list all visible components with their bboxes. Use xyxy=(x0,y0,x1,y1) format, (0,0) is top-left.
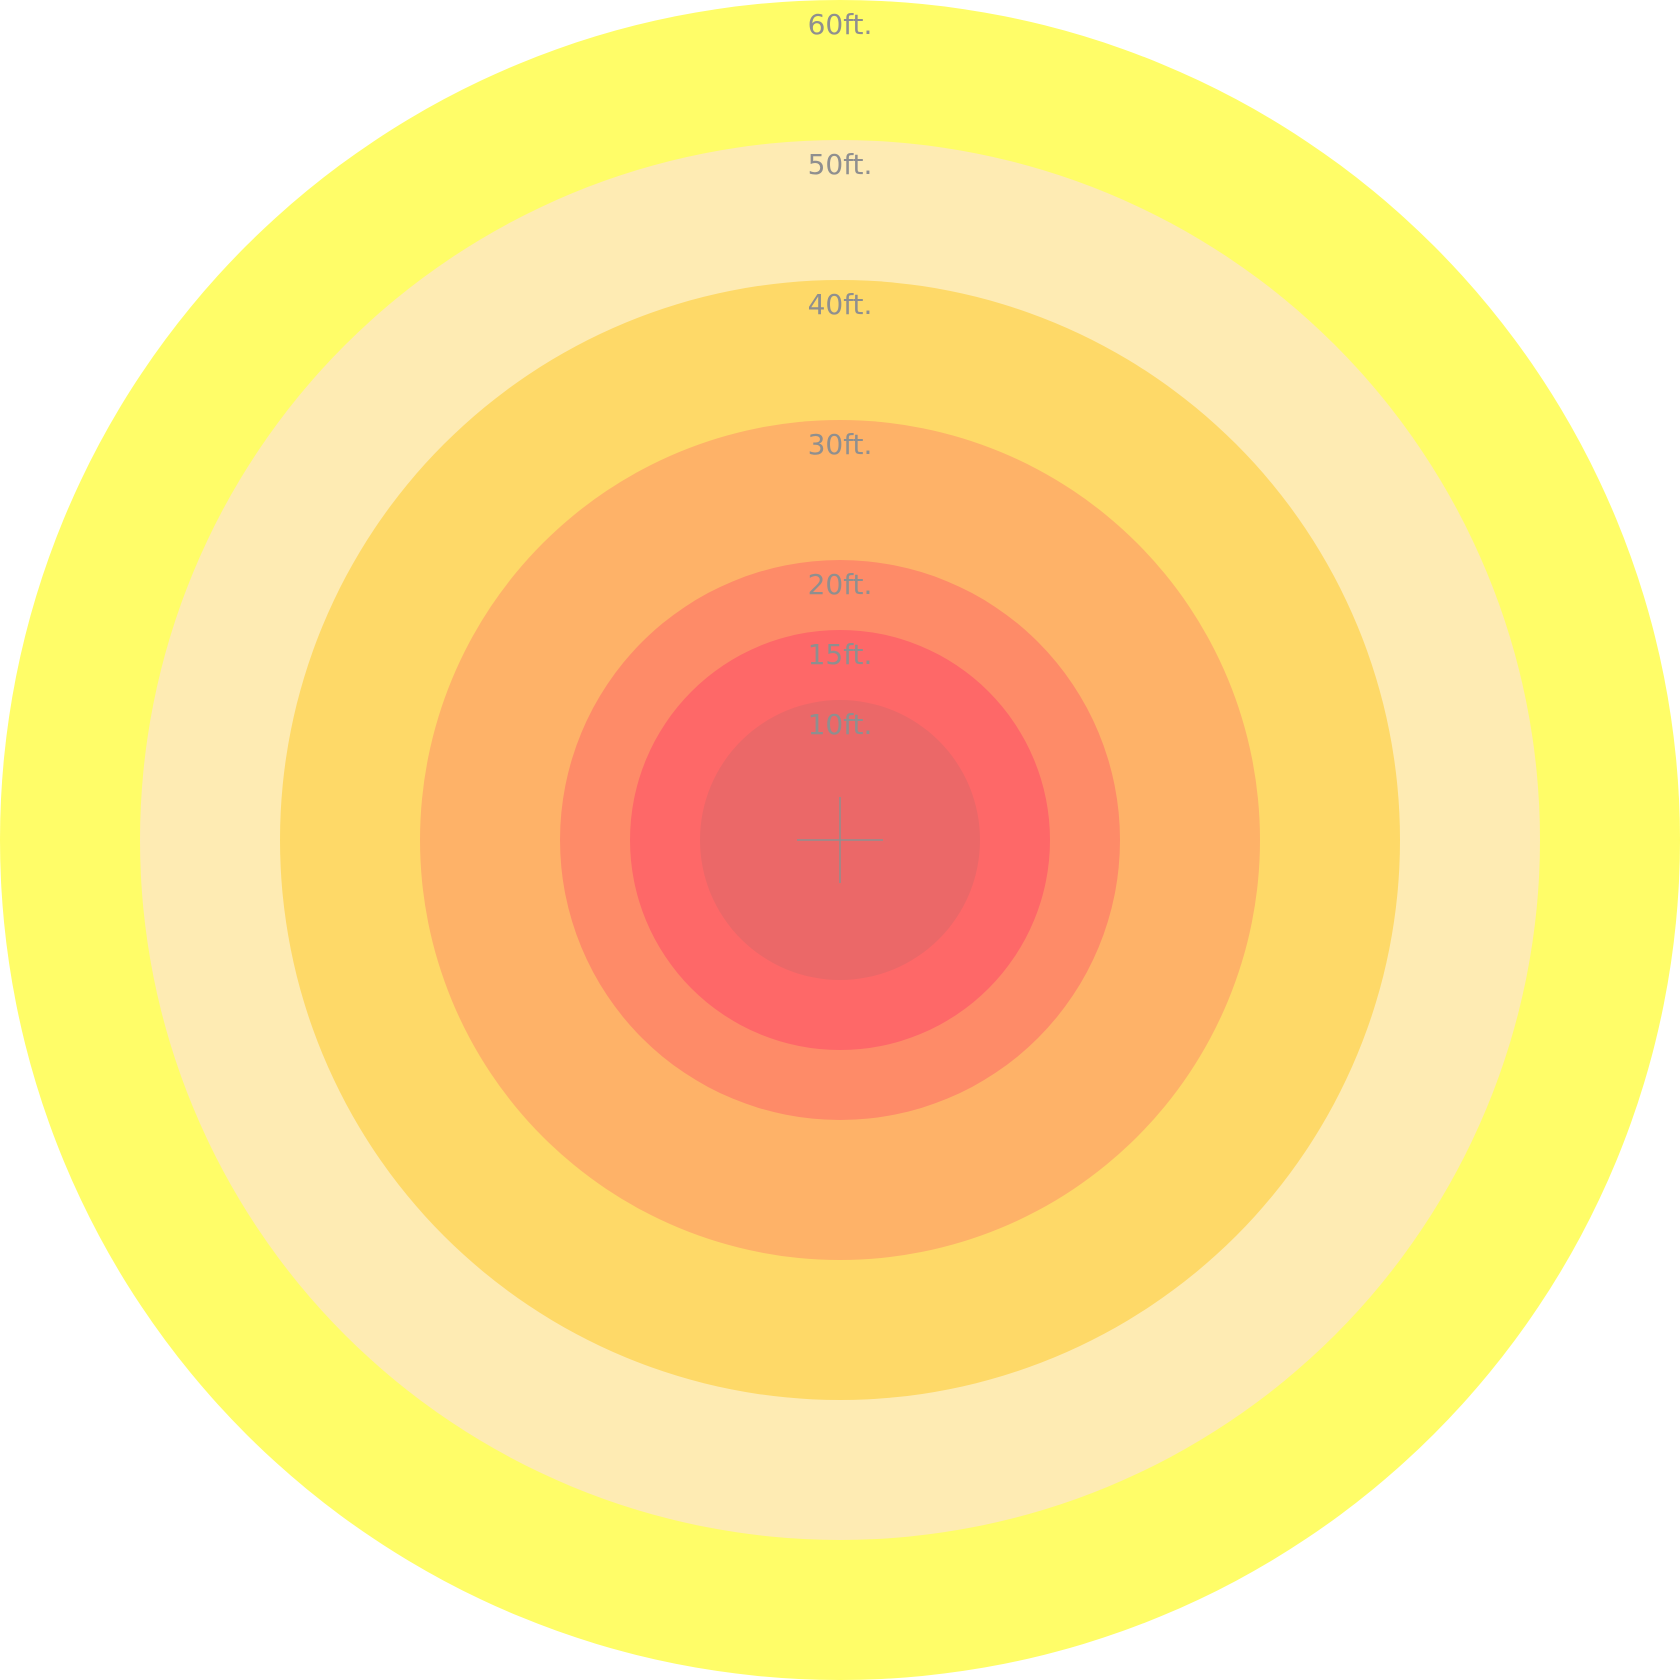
labels-layer: 60ft. 50ft. 40ft. 30ft. 20ft. 15ft. 10ft. xyxy=(808,8,873,741)
range-label-10ft: 10ft. xyxy=(808,708,873,741)
range-label-60ft: 60ft. xyxy=(808,8,873,41)
range-label-40ft: 40ft. xyxy=(808,288,873,321)
range-label-30ft: 30ft. xyxy=(808,428,873,461)
range-label-15ft: 15ft. xyxy=(808,638,873,671)
crosshair-icon xyxy=(797,797,883,883)
range-label-20ft: 20ft. xyxy=(808,568,873,601)
range-label-50ft: 50ft. xyxy=(808,148,873,181)
